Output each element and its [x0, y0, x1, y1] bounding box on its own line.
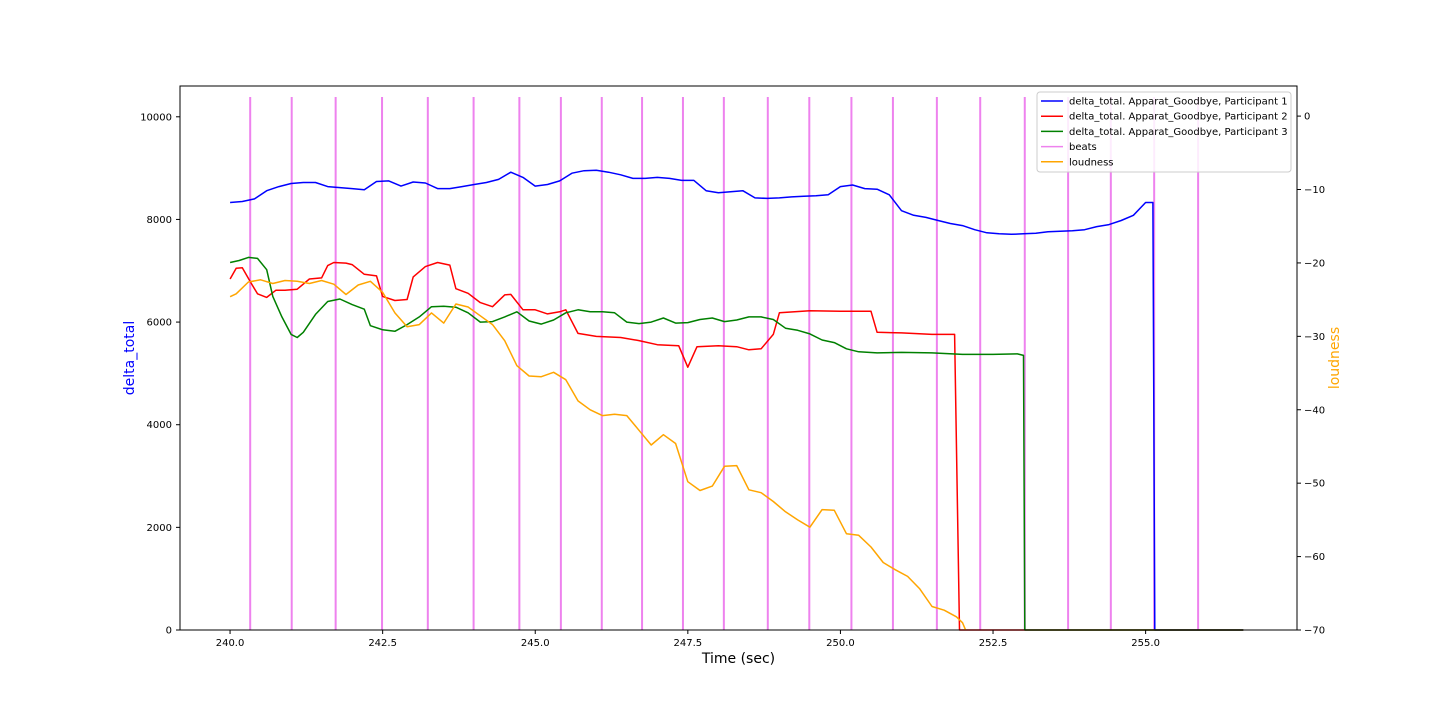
y-right-tick-label: −30	[1304, 332, 1325, 343]
y-left-tick-label: 6000	[147, 318, 172, 329]
axes-frame	[179, 85, 1298, 631]
y-right-tick-label: −70	[1304, 626, 1325, 637]
y-right-tick-label: −40	[1304, 405, 1325, 416]
plot-area	[229, 97, 1244, 631]
y-right-tick-label: −60	[1304, 552, 1325, 563]
legend-label: delta_total. Apparat_Goodbye, Participan…	[1069, 127, 1288, 138]
x-tick-label: 240.0	[216, 638, 245, 649]
x-tick-label: 252.5	[979, 638, 1008, 649]
legend-label: loudness	[1069, 157, 1114, 168]
legend: delta_total. Apparat_Goodbye, Participan…	[1036, 91, 1292, 173]
x-axis: 240.0 242.5 245.0 247.5 250.0 252.5 255.0	[216, 630, 1160, 649]
y-axis-left-title: delta_total	[122, 321, 138, 395]
x-axis-title: Time (sec)	[701, 651, 775, 667]
series-line-2	[229, 261, 1244, 631]
series-layer	[229, 169, 1244, 631]
y-right-tick-label: −10	[1304, 185, 1325, 196]
y-left-tick-label: 8000	[147, 215, 172, 226]
y-axis-left: 0 2000 4000 6000 8000 10000	[140, 112, 180, 637]
legend-label: delta_total. Apparat_Goodbye, Participan…	[1069, 112, 1288, 123]
x-tick-label: 245.0	[521, 638, 550, 649]
series-line-3	[229, 256, 1244, 631]
y-axis-right: −70 −60 −50 −40 −30 −20 −10 0	[1297, 112, 1325, 637]
x-tick-label: 247.5	[674, 638, 703, 649]
x-tick-label: 255.0	[1131, 638, 1160, 649]
series-line-1	[230, 169, 1244, 631]
y-left-tick-label: 10000	[140, 112, 172, 123]
y-left-tick-label: 4000	[147, 420, 172, 431]
x-tick-label: 242.5	[368, 638, 397, 649]
legend-label: beats	[1069, 142, 1097, 153]
series-line-4	[229, 279, 967, 631]
y-left-tick-label: 2000	[147, 523, 172, 534]
y-left-tick-label: 0	[166, 626, 172, 637]
x-tick-label: 250.0	[826, 638, 855, 649]
legend-label: delta_total. Apparat_Goodbye, Participan…	[1069, 97, 1288, 108]
y-axis-right-title: loudness	[1327, 327, 1343, 389]
legend-box	[1036, 91, 1292, 173]
y-right-tick-label: −20	[1304, 258, 1325, 269]
y-right-tick-label: 0	[1304, 112, 1310, 123]
y-right-tick-label: −50	[1304, 479, 1325, 490]
